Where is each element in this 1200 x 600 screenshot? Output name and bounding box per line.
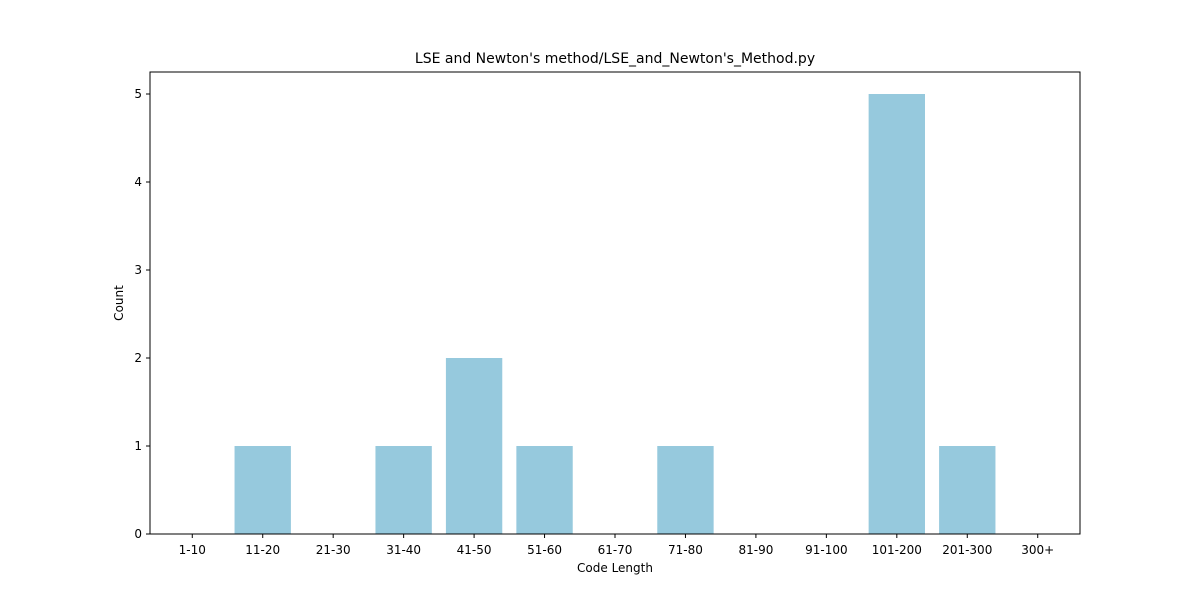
x-tick-label: 300+ — [1021, 543, 1054, 557]
bar-101-200 — [868, 94, 925, 534]
bars-group — [234, 94, 996, 534]
y-axis-ticks: 0 1 2 3 4 5 — [134, 87, 150, 541]
y-tick-label: 5 — [134, 87, 142, 101]
x-tick-label: 11-20 — [245, 543, 280, 557]
x-tick-label: 31-40 — [386, 543, 421, 557]
y-tick-label: 4 — [134, 175, 142, 189]
x-tick-label: 41-50 — [457, 543, 492, 557]
y-tick-label: 0 — [134, 527, 142, 541]
x-tick-label: 101-200 — [872, 543, 922, 557]
y-tick-label: 2 — [134, 351, 142, 365]
x-tick-label: 91-100 — [805, 543, 848, 557]
x-tick-label: 81-90 — [738, 543, 773, 557]
bar-51-60 — [516, 446, 573, 534]
x-axis-ticks: 1-10 11-20 21-30 31-40 41-50 51-60 61-70 71-80 8… — [179, 534, 1054, 557]
x-tick-label: 201-300 — [942, 543, 992, 557]
y-tick-label: 3 — [134, 263, 142, 277]
y-tick-label: 1 — [134, 439, 142, 453]
x-tick-label: 71-80 — [668, 543, 703, 557]
y-axis-label: Count — [112, 285, 126, 321]
x-tick-label: 61-70 — [598, 543, 633, 557]
x-tick-label: 21-30 — [316, 543, 351, 557]
bar-31-40 — [375, 446, 432, 534]
chart-title: LSE and Newton's method/LSE_and_Newton's… — [415, 51, 815, 67]
bar-11-20 — [234, 446, 291, 534]
bar-201-300 — [939, 446, 996, 534]
x-tick-label: 1-10 — [179, 543, 206, 557]
bar-41-50 — [445, 358, 503, 534]
bar-71-80 — [657, 446, 714, 534]
x-axis-label: Code Length — [577, 561, 653, 575]
x-tick-label: 51-60 — [527, 543, 562, 557]
